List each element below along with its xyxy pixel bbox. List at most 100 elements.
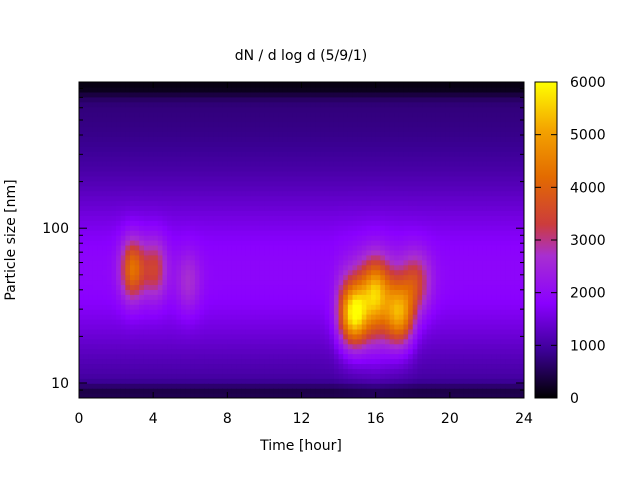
heatmap-cell xyxy=(218,304,224,310)
heatmap-cell xyxy=(255,106,261,113)
heatmap-cell xyxy=(106,101,113,108)
heatmap-cell xyxy=(431,141,437,147)
heatmap-cell xyxy=(301,319,307,325)
heatmap-cell xyxy=(97,210,103,216)
heatmap-cell xyxy=(185,259,191,266)
heatmap-cell xyxy=(320,180,326,187)
heatmap-cell xyxy=(347,259,354,266)
heatmap-cell xyxy=(347,225,354,231)
heatmap-cell xyxy=(338,136,344,142)
heatmap-cell xyxy=(222,96,228,103)
heatmap-cell xyxy=(352,220,358,226)
heatmap-cell xyxy=(269,279,275,286)
heatmap-cell xyxy=(143,126,150,132)
heatmap-cell xyxy=(422,96,428,103)
heatmap-cell xyxy=(134,111,140,118)
heatmap-cell xyxy=(167,319,173,325)
heatmap-cell xyxy=(231,106,238,113)
heatmap-cell xyxy=(236,210,242,216)
heatmap-cell xyxy=(357,180,363,187)
heatmap-cell xyxy=(352,299,358,305)
heatmap-cell xyxy=(245,304,252,310)
heatmap-cell xyxy=(116,225,122,231)
heatmap-cell xyxy=(412,126,418,132)
heatmap-cell xyxy=(435,106,442,113)
heatmap-cell xyxy=(241,175,247,182)
heatmap-cell xyxy=(389,210,395,216)
heatmap-cell xyxy=(338,289,344,295)
heatmap-cell xyxy=(408,240,414,246)
heatmap-cell xyxy=(306,146,312,152)
heatmap-cell xyxy=(338,279,344,286)
heatmap-cell xyxy=(278,146,284,152)
heatmap-cell xyxy=(157,210,164,216)
heatmap-cell xyxy=(92,131,99,137)
heatmap-cell xyxy=(398,141,405,147)
heatmap-cell xyxy=(134,358,140,365)
heatmap-cell xyxy=(97,373,103,379)
heatmap-cell xyxy=(273,156,279,162)
heatmap-cell xyxy=(194,161,201,167)
heatmap-cell xyxy=(306,254,312,261)
heatmap-cell xyxy=(171,101,177,108)
heatmap-cell xyxy=(222,210,228,216)
heatmap-cell xyxy=(236,161,242,167)
heatmap-cell xyxy=(384,175,391,182)
heatmap-cell xyxy=(213,111,219,118)
heatmap-cell xyxy=(185,161,191,167)
heatmap-cell xyxy=(329,230,335,236)
heatmap-cell xyxy=(222,323,228,330)
heatmap-cell xyxy=(218,294,224,300)
heatmap-cell xyxy=(417,279,423,286)
heatmap-cell xyxy=(194,373,201,379)
heatmap-cell xyxy=(236,240,242,246)
heatmap-cell xyxy=(250,264,256,271)
heatmap-cell xyxy=(255,170,261,177)
heatmap-cell xyxy=(143,294,150,300)
heatmap-cell xyxy=(292,328,298,335)
heatmap-cell xyxy=(218,82,224,88)
heatmap-cell xyxy=(426,131,432,137)
heatmap-cell xyxy=(79,111,85,118)
heatmap-cell xyxy=(375,244,381,251)
heatmap-cell xyxy=(227,373,233,379)
heatmap-cell xyxy=(120,220,126,226)
heatmap-cell xyxy=(199,289,205,295)
heatmap-cell xyxy=(394,254,400,261)
heatmap-cell xyxy=(180,170,187,177)
heatmap-cell xyxy=(273,284,279,290)
heatmap-cell xyxy=(143,175,150,182)
heatmap-cell xyxy=(148,86,154,93)
heatmap-cell xyxy=(384,156,391,162)
heatmap-cell xyxy=(338,333,344,340)
heatmap-cell xyxy=(292,383,298,389)
heatmap-cell xyxy=(129,383,136,389)
heatmap-cell xyxy=(408,101,414,108)
heatmap-cell xyxy=(222,165,228,172)
heatmap-cell xyxy=(301,86,307,93)
heatmap-cell xyxy=(329,323,335,330)
heatmap-cell xyxy=(320,244,326,251)
heatmap-cell xyxy=(422,175,428,182)
heatmap-cell xyxy=(139,328,145,335)
heatmap-cell xyxy=(176,244,182,251)
heatmap-cell xyxy=(180,333,187,340)
heatmap-cell xyxy=(375,264,381,271)
heatmap-cell xyxy=(245,131,252,137)
heatmap-cell xyxy=(408,323,414,330)
heatmap-cell xyxy=(329,383,335,389)
heatmap-cell xyxy=(79,319,85,325)
heatmap-cell xyxy=(194,126,201,132)
heatmap-cell xyxy=(296,136,303,142)
heatmap-cell xyxy=(352,82,358,88)
heatmap-cell xyxy=(366,126,372,132)
heatmap-cell xyxy=(176,249,182,256)
heatmap-cell xyxy=(204,116,210,123)
heatmap-cell xyxy=(222,259,228,266)
heatmap-cell xyxy=(338,244,344,251)
heatmap-cell xyxy=(157,96,164,103)
heatmap-cell xyxy=(264,299,270,305)
heatmap-cell xyxy=(273,373,279,379)
heatmap-cell xyxy=(269,141,275,147)
heatmap-cell xyxy=(422,264,428,271)
